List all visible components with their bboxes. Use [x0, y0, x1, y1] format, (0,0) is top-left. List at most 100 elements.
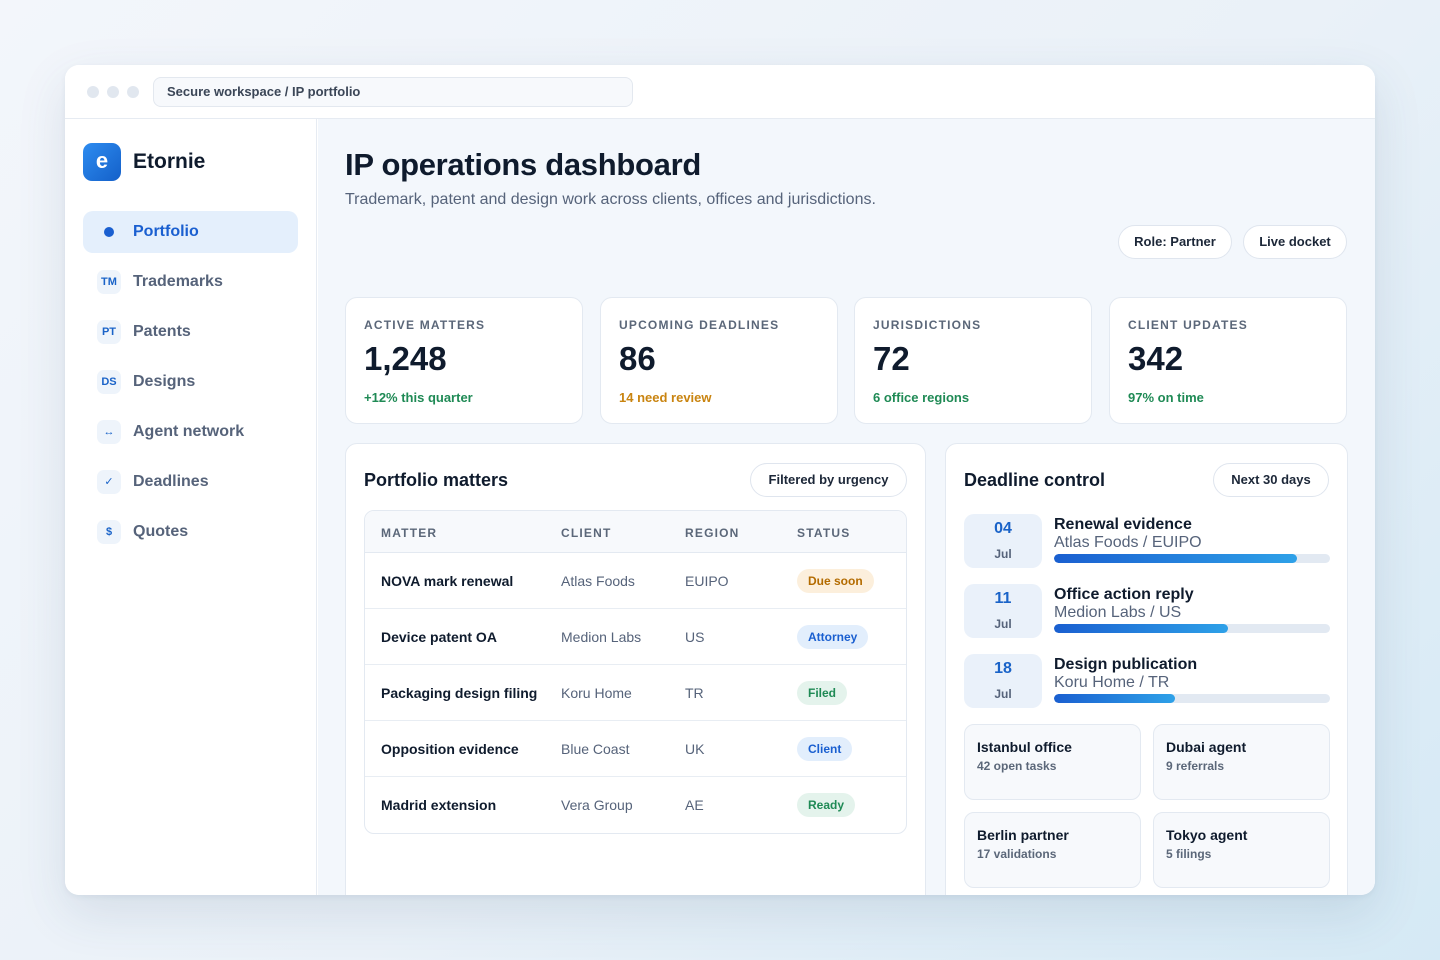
- check-icon: ✓: [97, 470, 121, 494]
- urgency-filter-button[interactable]: Filtered by urgency: [750, 463, 907, 497]
- date-range-button[interactable]: Next 30 days: [1213, 463, 1329, 497]
- app-window: Secure workspace / IP portfolio e Etorni…: [65, 65, 1375, 895]
- page-subtitle: Trademark, patent and design work across…: [345, 191, 876, 208]
- live-docket-button[interactable]: Live docket: [1243, 225, 1347, 259]
- sidebar-item-quotes[interactable]: $ Quotes: [83, 511, 298, 553]
- kpi-label: ACTIVE MATTERS: [364, 318, 486, 332]
- client-cell: Vera Group: [561, 797, 633, 813]
- sidebar-item-patents[interactable]: PT Patents: [83, 311, 298, 353]
- window-close-dot[interactable]: [87, 86, 99, 98]
- date-month: Jul: [994, 547, 1012, 561]
- brand-name: Etornie: [133, 150, 206, 173]
- status-badge: Ready: [797, 793, 856, 817]
- sidebar-item-label: Portfolio: [133, 223, 199, 240]
- status-badge: Attorney: [797, 625, 869, 649]
- role-button[interactable]: Role: Partner: [1118, 225, 1232, 259]
- deadline-subtitle: Atlas Foods / EUIPO: [1054, 534, 1202, 551]
- matter-cell: Madrid extension: [381, 797, 497, 813]
- design-icon: DS: [97, 370, 121, 394]
- matter-cell: Opposition evidence: [381, 741, 519, 757]
- table-row[interactable]: Madrid extension Vera Group AE Ready: [365, 777, 906, 833]
- sidebar-item-label: Quotes: [133, 523, 189, 540]
- status-badge: Due soon: [797, 569, 874, 593]
- window-maximize-dot[interactable]: [127, 86, 139, 98]
- office-card[interactable]: Tokyo agent 5 filings: [1153, 812, 1330, 888]
- trademark-icon: TM: [97, 270, 121, 294]
- column-header-matter[interactable]: MATTER: [381, 526, 438, 540]
- column-header-region[interactable]: REGION: [685, 526, 740, 540]
- date-day: 11: [994, 590, 1012, 607]
- sidebar-item-designs[interactable]: DS Designs: [83, 361, 298, 403]
- brand-logo: e: [83, 143, 121, 181]
- table-row[interactable]: Device patent OA Medion Labs US Attorney: [365, 609, 906, 665]
- column-header-status[interactable]: STATUS: [797, 526, 851, 540]
- kpi-note: +12% this quarter: [364, 390, 473, 405]
- progress-fill: [1054, 694, 1176, 703]
- deadline-item[interactable]: 04 Jul Renewal evidence Atlas Foods / EU…: [964, 514, 1330, 568]
- deadline-title: Office action reply: [1054, 586, 1194, 603]
- matters-table: MATTER CLIENT REGION STATUS NOVA mark re…: [364, 510, 907, 834]
- address-bar[interactable]: Secure workspace / IP portfolio: [153, 77, 633, 107]
- deadline-item[interactable]: 18 Jul Design publication Koru Home / TR: [964, 654, 1330, 708]
- dot-icon: [97, 220, 121, 244]
- table-row[interactable]: Packaging design filing Koru Home TR Fil…: [365, 665, 906, 721]
- patent-icon: PT: [97, 320, 121, 344]
- office-card[interactable]: Dubai agent 9 referrals: [1153, 724, 1330, 800]
- dollar-icon: $: [97, 520, 121, 544]
- brand: e Etornie: [83, 143, 205, 181]
- kpi-note: 97% on time: [1128, 390, 1204, 405]
- office-name: Tokyo agent: [1166, 827, 1248, 843]
- sidebar-item-portfolio[interactable]: Portfolio: [83, 211, 298, 253]
- kpi-value: 1,248: [364, 340, 447, 377]
- matter-cell: Packaging design filing: [381, 685, 538, 701]
- date-day: 04: [994, 520, 1012, 537]
- deadline-control-card: Deadline control Next 30 days 04 Jul Ren…: [945, 443, 1348, 895]
- office-card[interactable]: Istanbul office 42 open tasks: [964, 724, 1141, 800]
- region-cell: UK: [685, 741, 705, 757]
- date-box: 04 Jul: [964, 514, 1042, 568]
- deadline-item[interactable]: 11 Jul Office action reply Medion Labs /…: [964, 584, 1330, 638]
- office-note: 9 referrals: [1166, 759, 1225, 773]
- table-row[interactable]: Opposition evidence Blue Coast UK Client: [365, 721, 906, 777]
- client-cell: Koru Home: [561, 685, 632, 701]
- region-cell: EUIPO: [685, 573, 729, 589]
- progress-bar: [1054, 554, 1330, 563]
- deadline-title: Design publication: [1054, 656, 1198, 673]
- kpi-label: CLIENT UPDATES: [1128, 318, 1248, 332]
- sidebar-item-trademarks[interactable]: TM Trademarks: [83, 261, 298, 303]
- status-badge: Client: [797, 737, 853, 761]
- table-row[interactable]: NOVA mark renewal Atlas Foods EUIPO Due …: [365, 553, 906, 609]
- matter-cell: NOVA mark renewal: [381, 573, 514, 589]
- kpi-jurisdictions: JURISDICTIONS 72 6 office regions: [854, 297, 1092, 424]
- kpi-client-updates: CLIENT UPDATES 342 97% on time: [1109, 297, 1347, 424]
- kpi-value: 342: [1128, 340, 1184, 377]
- progress-bar: [1054, 624, 1330, 633]
- office-note: 17 validations: [977, 847, 1057, 861]
- kpi-upcoming-deadlines: UPCOMING DEADLINES 86 14 need review: [600, 297, 838, 424]
- client-cell: Medion Labs: [561, 629, 642, 645]
- office-card[interactable]: Berlin partner 17 validations: [964, 812, 1141, 888]
- progress-fill: [1054, 624, 1228, 633]
- main-content: IP operations dashboard Trademark, paten…: [318, 119, 1375, 895]
- table-header: MATTER CLIENT REGION STATUS: [365, 511, 906, 553]
- column-header-client[interactable]: CLIENT: [561, 526, 612, 540]
- sidebar-item-agent-network[interactable]: ↔ Agent network: [83, 411, 298, 453]
- deadline-subtitle: Medion Labs / US: [1054, 604, 1182, 621]
- date-month: Jul: [994, 687, 1012, 701]
- progress-bar: [1054, 694, 1330, 703]
- region-cell: US: [685, 629, 705, 645]
- sidebar-item-label: Patents: [133, 323, 191, 340]
- status-badge: Filed: [797, 681, 848, 705]
- office-note: 42 open tasks: [977, 759, 1057, 773]
- sidebar-nav: Portfolio TM Trademarks PT Patents DS De…: [83, 211, 298, 561]
- card-title: Portfolio matters: [364, 470, 509, 490]
- sidebar-item-deadlines[interactable]: ✓ Deadlines: [83, 461, 298, 503]
- client-cell: Blue Coast: [561, 741, 630, 757]
- region-cell: AE: [685, 797, 704, 813]
- matter-cell: Device patent OA: [381, 629, 497, 645]
- kpi-label: UPCOMING DEADLINES: [619, 318, 780, 332]
- office-name: Berlin partner: [977, 827, 1069, 843]
- office-name: Dubai agent: [1166, 739, 1247, 755]
- window-minimize-dot[interactable]: [107, 86, 119, 98]
- sidebar: e Etornie Portfolio TM Trademarks PT Pat…: [65, 119, 317, 895]
